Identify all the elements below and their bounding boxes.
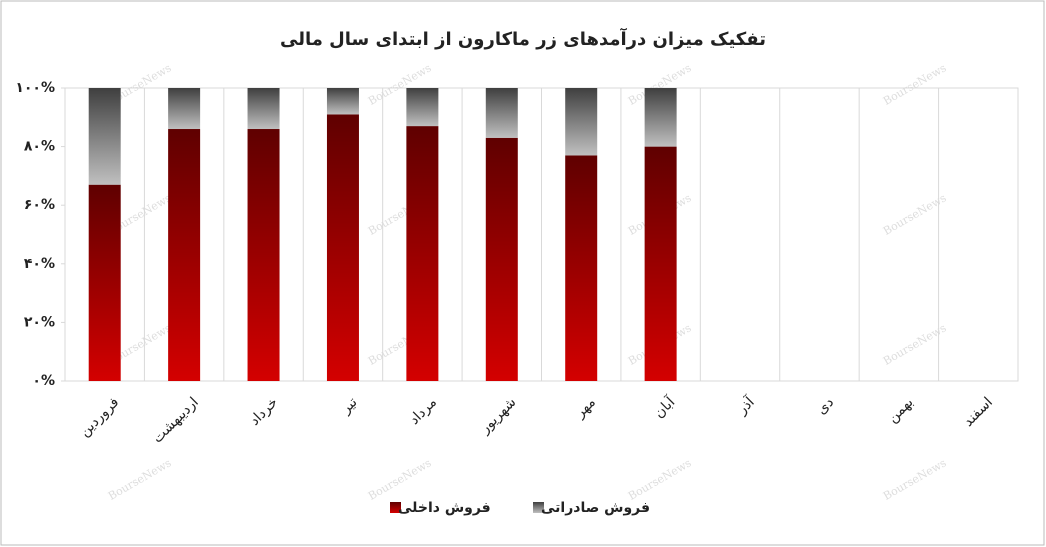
bar-segment [565, 155, 598, 381]
legend-label: فروش صادراتی [541, 500, 650, 516]
chart-title: تفکیک میزان درآمدهای زر ماکارون از ابتدا… [280, 27, 766, 50]
bar-segment [88, 184, 121, 381]
bar-segment [485, 137, 518, 381]
bar-segment [565, 88, 598, 156]
bar-segment [326, 114, 359, 382]
bar-segment [485, 88, 518, 138]
y-tick-label: ۰% [32, 373, 55, 389]
bar-segment [326, 88, 359, 115]
bar-segment [88, 88, 121, 185]
y-tick-label: ۸۰% [24, 139, 55, 155]
bar-segment [406, 88, 439, 127]
bar-segment [644, 146, 677, 381]
legend-label: فروش داخلی [398, 500, 491, 516]
y-tick-label: ۱۰۰% [15, 80, 55, 96]
legend-swatch [390, 502, 401, 513]
y-tick-label: ۲۰% [24, 314, 55, 330]
bar-segment [168, 88, 201, 130]
bar-segment [168, 129, 201, 381]
bar-segment [247, 129, 280, 381]
legend-swatch [533, 502, 544, 513]
bar-segment [406, 126, 439, 381]
bar-segment [644, 88, 677, 147]
y-tick-label: ۴۰% [24, 256, 55, 272]
y-tick-label: ۶۰% [24, 197, 55, 213]
bar-segment [247, 88, 280, 130]
